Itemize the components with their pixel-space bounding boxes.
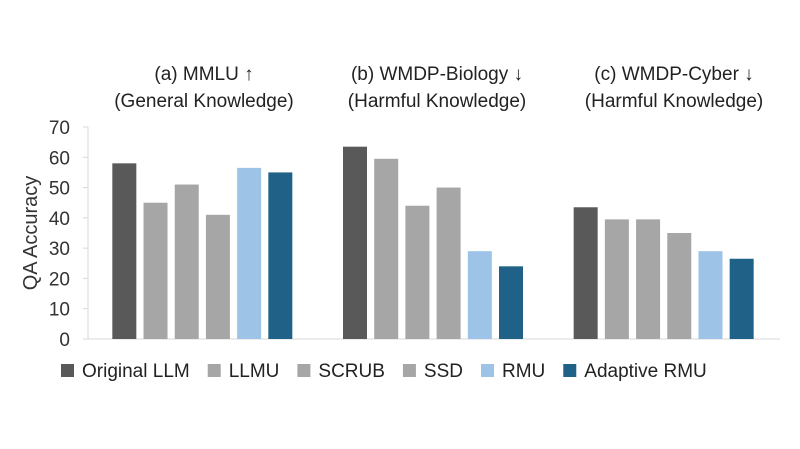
bar-scrub-group-3	[636, 219, 661, 339]
legend-item-original-llm: Original LLM	[61, 361, 190, 382]
bar-rmu-group-2	[467, 251, 492, 339]
legend-label: SSD	[424, 361, 463, 382]
y-tick-label: 70	[49, 118, 70, 139]
legend-swatch	[481, 364, 494, 377]
bar-scrub-group-1	[174, 184, 199, 339]
panel-c-title-line1: (c) WMDP-Cyber ↓	[594, 64, 753, 85]
y-tick-label: 10	[49, 300, 70, 321]
legend-item-rmu: RMU	[481, 361, 545, 382]
y-tick-label: 40	[49, 209, 70, 230]
bar-ssd-group-2	[436, 187, 461, 339]
panel-c-title-line2: (Harmful Knowledge)	[585, 91, 763, 112]
legend-swatch	[297, 364, 311, 377]
bar-llmu-group-1	[143, 202, 168, 339]
bar-original-llm-group-1	[112, 163, 137, 339]
bar-adaptive-rmu-group-1	[268, 172, 293, 339]
legend-item-scrub: SCRUB	[297, 361, 385, 382]
legend-item-llmu: LLMU	[207, 361, 280, 382]
bar-original-llm-group-2	[343, 146, 367, 339]
panel-a-title: (a) MMLU ↑ (General Knowledge)	[114, 64, 294, 112]
legend-label: LLMU	[229, 361, 280, 382]
legend-swatch	[207, 364, 221, 377]
y-axis-title: QA Accuracy	[20, 176, 42, 291]
legend-label: Original LLM	[82, 361, 190, 382]
legend-label: Adaptive RMU	[584, 361, 707, 382]
bar-rmu-group-3	[698, 251, 723, 339]
y-tick-label: 30	[49, 239, 70, 260]
y-tick-label: 0	[59, 330, 70, 351]
legend-swatch	[402, 364, 416, 377]
bar-original-llm-group-3	[573, 207, 598, 339]
bar-llmu-group-3	[604, 219, 629, 339]
legend-item-ssd: SSD	[402, 361, 463, 382]
bar-scrub-group-2	[405, 205, 430, 339]
bar-adaptive-rmu-group-3	[729, 258, 754, 339]
legend-item-adaptive-rmu: Adaptive RMU	[563, 361, 707, 382]
legend: Original LLM LLMU SCRUB SSD RMU Adaptive RMU	[61, 361, 707, 382]
y-tick-label: 60	[49, 148, 70, 169]
panel-a-title-line2: (General Knowledge)	[114, 91, 294, 112]
legend-label: SCRUB	[318, 361, 385, 382]
bar-llmu-group-2	[374, 158, 399, 339]
legend-swatch	[61, 364, 74, 377]
panel-b-title-line2: (Harmful Knowledge)	[348, 91, 526, 112]
bar-ssd-group-1	[205, 214, 230, 339]
y-axis: 0 10 20 30 40 50 60 70	[49, 118, 780, 351]
bars	[112, 146, 754, 339]
y-tick-label: 20	[49, 269, 70, 290]
panel-a-title-line1: (a) MMLU ↑	[154, 64, 253, 85]
legend-swatch	[563, 364, 577, 377]
y-tick-label: 50	[49, 179, 70, 200]
legend-label: RMU	[502, 361, 545, 382]
panel-b-title-line1: (b) WMDP-Biology ↓	[351, 64, 523, 85]
panel-b-title: (b) WMDP-Biology ↓ (Harmful Knowledge)	[348, 64, 526, 112]
bar-rmu-group-1	[237, 167, 262, 339]
panel-c-title: (c) WMDP-Cyber ↓ (Harmful Knowledge)	[585, 64, 763, 112]
bar-adaptive-rmu-group-2	[499, 266, 523, 339]
bar-ssd-group-3	[667, 233, 692, 339]
